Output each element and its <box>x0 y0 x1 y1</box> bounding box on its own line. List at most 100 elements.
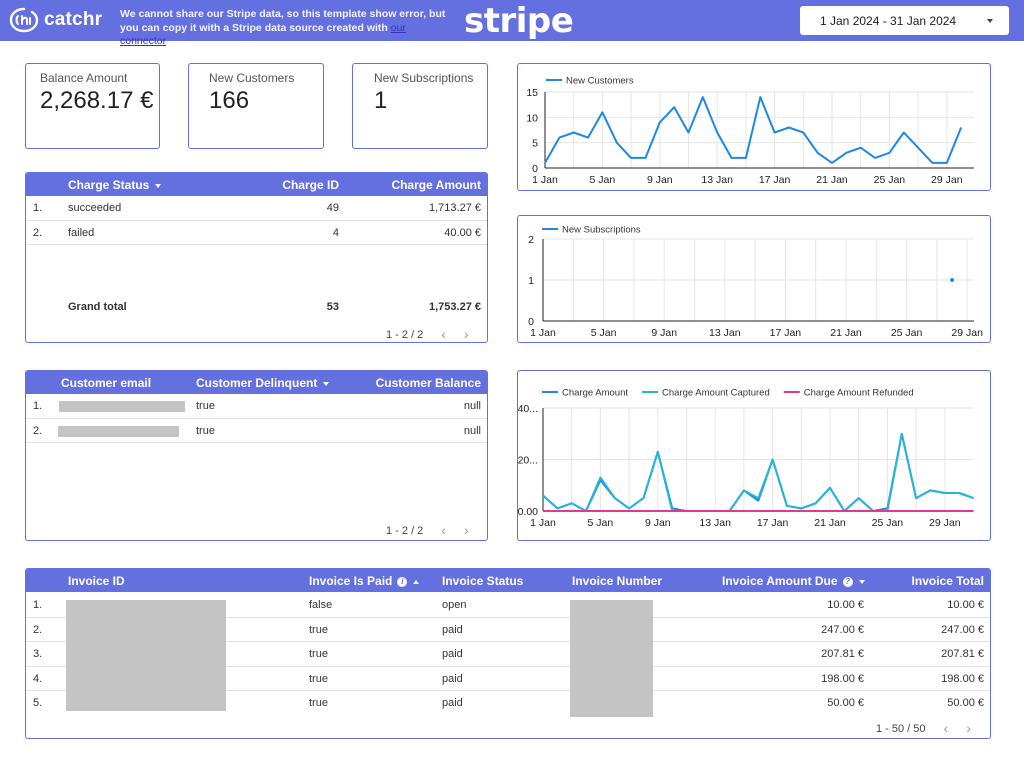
notice-message: We cannot share our Stripe data, so this… <box>120 8 446 34</box>
x-tick-label: 29 Jan <box>951 327 983 339</box>
header-invoice-total[interactable]: Invoice Total <box>911 574 984 588</box>
legend-label: New Customers <box>566 76 634 87</box>
x-tick-label: 25 Jan <box>874 174 906 186</box>
redacted-email <box>59 401 185 412</box>
row-number: 4. <box>33 672 43 685</box>
sort-desc-icon <box>155 183 162 188</box>
table-row[interactable]: 2. true null <box>26 419 487 443</box>
legend-label: Charge Amount <box>562 388 628 399</box>
chevron-left-icon[interactable]: ‹ <box>943 720 949 736</box>
info-icon[interactable]: ? <box>842 576 853 587</box>
invoice-total: 198.00 € <box>941 672 984 685</box>
invoice-total: 50.00 € <box>947 697 984 709</box>
header-charge-id[interactable]: Charge ID <box>282 178 339 192</box>
invoices-table: Invoice ID Invoice Is Paid i Invoice Stat… <box>25 568 991 739</box>
x-tick-label: 25 Jan <box>872 517 904 529</box>
header-invoice-is-paid[interactable]: Invoice Is Paid i <box>309 574 420 588</box>
x-tick-label: 5 Jan <box>590 174 616 186</box>
row-number: 1. <box>33 400 43 412</box>
new-subscriptions-chart: New Subscriptions 0 1 2 1 Jan 5 Jan 9 Jan 13 Ja… <box>517 215 991 343</box>
header-invoice-amount-due[interactable]: Invoice Amount Due? <box>722 574 865 588</box>
customer-delinquent: true <box>196 400 215 412</box>
header-charge-status[interactable]: Charge Status <box>68 178 162 192</box>
y-tick-label: 20... <box>518 455 538 467</box>
x-tick-label: 9 Jan <box>651 327 677 339</box>
pagination: 1 - 50 / 50 ‹ › <box>876 719 971 736</box>
catchr-logo[interactable]: catchr <box>8 6 102 34</box>
table-row[interactable]: 1. false open 10.00 € 10.00 € <box>26 593 990 618</box>
table-row[interactable]: 4. true paid 198.00 € 198.00 € <box>26 667 990 691</box>
x-tick-label: 17 Jan <box>757 517 789 529</box>
invoice-total: 207.81 € <box>941 648 984 660</box>
header-invoice-status[interactable]: Invoice Status <box>442 574 524 588</box>
redacted-email <box>58 425 179 437</box>
grand-total-amount: 1,753.27 € <box>429 301 481 313</box>
x-tick-label: 1 Jan <box>530 517 556 529</box>
invoice-amount-due: 50.00 € <box>827 697 864 709</box>
catchr-logo-icon <box>9 7 39 33</box>
grand-total-label: Grand total <box>68 301 127 313</box>
invoice-status: paid <box>442 672 463 685</box>
y-tick-label: 0 <box>528 316 534 328</box>
invoice-total: 247.00 € <box>941 623 984 636</box>
invoice-is-paid: false <box>309 599 333 611</box>
row-number: 1. <box>33 202 43 214</box>
invoice-status: open <box>442 599 467 611</box>
chevron-right-icon[interactable]: › <box>463 326 469 342</box>
header-customer-email[interactable]: Customer email <box>61 376 152 390</box>
scorecard-new-subscriptions: New Subscriptions 1 <box>352 63 488 149</box>
y-tick-label: 0.00 <box>518 506 538 518</box>
x-tick-label: 17 Jan <box>770 327 802 339</box>
x-tick-label: 17 Jan <box>759 174 791 186</box>
legend-label: Charge Amount Captured <box>662 388 770 399</box>
chevron-left-icon[interactable]: ‹ <box>441 326 446 342</box>
row-number: 2. <box>33 424 43 437</box>
charge-id: 49 <box>326 202 339 214</box>
header-invoice-number[interactable]: Invoice Number <box>572 574 663 588</box>
y-tick-label: 1 <box>528 275 534 287</box>
table-row[interactable]: 1. true null <box>26 394 487 419</box>
chevron-left-icon[interactable]: ‹ <box>441 522 446 538</box>
charges-table: Charge Status Charge ID Charge Amount 1.… <box>25 172 488 343</box>
header-customer-delinquent[interactable]: Customer Delinquent <box>196 376 330 390</box>
stripe-logo: stripe <box>464 1 574 41</box>
chevron-right-icon[interactable]: › <box>463 522 469 538</box>
date-range-picker[interactable]: 1 Jan 2024 - 31 Jan 2024 <box>800 6 1009 35</box>
grand-total-id: 53 <box>326 301 339 313</box>
y-tick-label: 2 <box>528 234 534 246</box>
pagination-label: 1 - 50 / 50 <box>876 723 926 735</box>
x-tick-label: 5 Jan <box>588 517 614 529</box>
invoice-is-paid: true <box>309 672 328 685</box>
x-tick-label: 21 Jan <box>814 517 846 529</box>
x-tick-label: 13 Jan <box>699 517 731 529</box>
x-tick-label: 13 Jan <box>701 174 733 186</box>
table-header: Customer email Customer Delinquent Custo… <box>26 371 487 394</box>
table-row[interactable]: 3. true paid 207.81 € 207.81 € <box>26 642 990 667</box>
table-row[interactable]: 2. failed 4 40.00 € <box>26 221 487 245</box>
charge-amount-chart-svg: Charge Amount Charge Amount Captured Charg… <box>518 388 974 529</box>
scorecard-value: 1 <box>374 87 388 114</box>
table-row[interactable]: 1. succeeded 49 1,713.27 € <box>26 196 487 221</box>
y-tick-label: 40... <box>518 403 538 415</box>
header-invoice-id[interactable]: Invoice ID <box>68 574 125 588</box>
table-row[interactable]: 2. true paid 247.00 € 247.00 € <box>26 618 990 642</box>
connector-link[interactable]: our connector <box>120 21 406 48</box>
brand-name: catchr <box>44 9 103 30</box>
pagination-label: 1 - 2 / 2 <box>386 525 424 537</box>
invoice-total: 10.00 € <box>947 599 984 611</box>
info-icon[interactable]: i <box>397 576 408 587</box>
scorecard-value: 2,268.17 € <box>40 87 154 114</box>
sort-asc-icon <box>413 579 420 584</box>
notice-text: We cannot share our Stripe data, so this… <box>120 8 450 49</box>
header-customer-balance[interactable]: Customer Balance <box>375 376 481 390</box>
sort-desc-icon <box>323 381 330 386</box>
charge-amount: 40.00 € <box>444 226 481 239</box>
chevron-right-icon[interactable]: › <box>966 720 971 736</box>
invoice-is-paid: true <box>309 648 328 660</box>
scorecard-balance-amount: Balance Amount 2,268.17 € <box>25 63 160 149</box>
charge-id: 4 <box>332 226 339 239</box>
table-row[interactable]: 5. true paid 50.00 € 50.00 € <box>26 691 990 716</box>
scorecard-label: Balance Amount <box>40 71 128 85</box>
header-charge-amount[interactable]: Charge Amount <box>391 178 481 192</box>
customer-balance: null <box>463 400 481 412</box>
